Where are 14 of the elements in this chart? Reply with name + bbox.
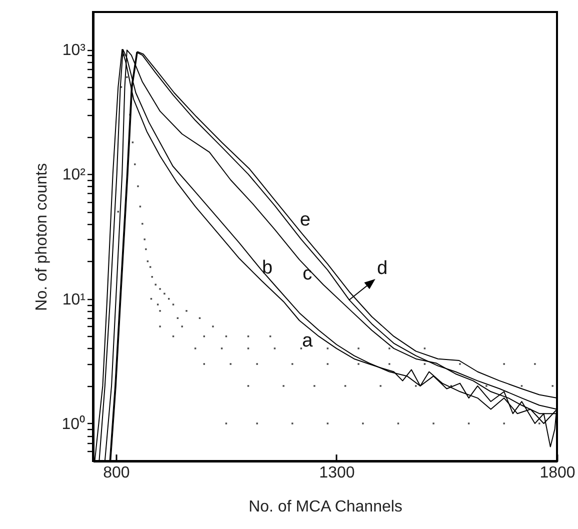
x-tick-label: 800 (103, 464, 130, 482)
annotation: d (376, 258, 388, 279)
annotation: c (302, 264, 312, 285)
y-tick-label: 10¹ (62, 291, 86, 308)
y-axis-title: No. of photon counts (34, 163, 51, 311)
x-tick-label: 1800 (540, 464, 576, 482)
annotation: e (300, 210, 310, 231)
y-tick-label: 10² (62, 166, 86, 184)
annotation: b (262, 258, 273, 279)
y-tick-label: 10³ (62, 42, 86, 60)
x-axis-title: No. of MCA Channels (248, 498, 402, 516)
y-tick-label: 10⁰ (62, 414, 86, 433)
x-tick-label: 1300 (319, 464, 355, 482)
annotation: a (302, 330, 314, 352)
